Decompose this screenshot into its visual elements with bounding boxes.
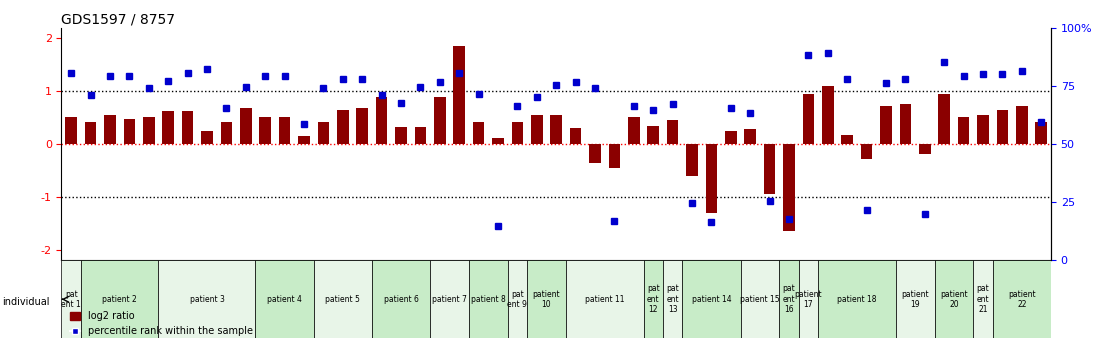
FancyBboxPatch shape bbox=[896, 260, 935, 338]
Text: patient
22: patient 22 bbox=[1008, 289, 1035, 309]
FancyBboxPatch shape bbox=[993, 260, 1051, 338]
Bar bbox=[938, 94, 950, 144]
Bar bbox=[919, 144, 930, 154]
Bar bbox=[182, 111, 193, 144]
Bar bbox=[376, 97, 388, 144]
Text: patient 15: patient 15 bbox=[740, 295, 779, 304]
Bar bbox=[589, 144, 600, 162]
Bar bbox=[492, 138, 504, 144]
FancyBboxPatch shape bbox=[372, 260, 430, 338]
FancyBboxPatch shape bbox=[974, 260, 993, 338]
Text: patient 6: patient 6 bbox=[383, 295, 418, 304]
Bar bbox=[299, 136, 310, 144]
Text: patient 5: patient 5 bbox=[325, 295, 360, 304]
Bar bbox=[104, 115, 116, 144]
Bar bbox=[977, 115, 988, 144]
Bar bbox=[473, 122, 484, 144]
Text: pat
ent 1: pat ent 1 bbox=[61, 289, 82, 309]
Bar bbox=[628, 117, 639, 144]
Bar bbox=[259, 117, 271, 144]
FancyBboxPatch shape bbox=[527, 260, 566, 338]
Bar bbox=[65, 117, 77, 144]
Bar bbox=[143, 117, 154, 144]
Bar bbox=[395, 127, 407, 144]
Bar bbox=[724, 131, 737, 144]
Bar bbox=[764, 144, 776, 194]
Text: patient 2: patient 2 bbox=[103, 295, 138, 304]
FancyBboxPatch shape bbox=[61, 260, 80, 338]
Bar bbox=[201, 131, 212, 144]
Bar bbox=[337, 110, 349, 144]
Text: patient 11: patient 11 bbox=[585, 295, 625, 304]
FancyBboxPatch shape bbox=[740, 260, 779, 338]
Text: individual: individual bbox=[2, 297, 49, 307]
Bar bbox=[531, 115, 542, 144]
Bar bbox=[570, 128, 581, 144]
Bar bbox=[647, 126, 659, 144]
Bar bbox=[958, 117, 969, 144]
Bar bbox=[705, 144, 718, 213]
Bar bbox=[162, 111, 174, 144]
Text: pat
ent 9: pat ent 9 bbox=[508, 289, 528, 309]
Text: pat
ent
21: pat ent 21 bbox=[977, 284, 989, 314]
Bar bbox=[85, 122, 96, 144]
Bar bbox=[220, 122, 233, 144]
Bar bbox=[900, 104, 911, 144]
Bar bbox=[822, 86, 834, 144]
FancyBboxPatch shape bbox=[779, 260, 798, 338]
Bar bbox=[278, 117, 291, 144]
Bar bbox=[240, 108, 252, 144]
FancyBboxPatch shape bbox=[798, 260, 818, 338]
Bar bbox=[861, 144, 872, 159]
Text: patient
20: patient 20 bbox=[940, 289, 968, 309]
Text: patient
17: patient 17 bbox=[795, 289, 822, 309]
Bar bbox=[880, 106, 892, 144]
Text: patient 4: patient 4 bbox=[267, 295, 302, 304]
Text: pat
ent
13: pat ent 13 bbox=[666, 284, 679, 314]
Text: patient
10: patient 10 bbox=[532, 289, 560, 309]
Bar bbox=[608, 144, 620, 168]
Text: GDS1597 / 8757: GDS1597 / 8757 bbox=[61, 12, 176, 27]
FancyBboxPatch shape bbox=[159, 260, 256, 338]
Bar bbox=[1035, 122, 1048, 144]
FancyBboxPatch shape bbox=[508, 260, 527, 338]
Bar bbox=[666, 120, 679, 144]
FancyBboxPatch shape bbox=[468, 260, 508, 338]
Text: patient 14: patient 14 bbox=[692, 295, 731, 304]
Bar bbox=[512, 122, 523, 144]
FancyBboxPatch shape bbox=[818, 260, 896, 338]
Bar bbox=[686, 144, 698, 176]
Bar bbox=[784, 144, 795, 231]
Text: patient 3: patient 3 bbox=[190, 295, 225, 304]
Bar bbox=[454, 46, 465, 144]
Text: patient
19: patient 19 bbox=[901, 289, 929, 309]
Bar bbox=[842, 135, 853, 144]
Text: pat
ent
16: pat ent 16 bbox=[783, 284, 795, 314]
FancyBboxPatch shape bbox=[314, 260, 372, 338]
FancyBboxPatch shape bbox=[663, 260, 682, 338]
Bar bbox=[357, 108, 368, 144]
FancyBboxPatch shape bbox=[682, 260, 740, 338]
FancyBboxPatch shape bbox=[566, 260, 644, 338]
Text: patient 7: patient 7 bbox=[432, 295, 467, 304]
Bar bbox=[318, 122, 329, 144]
FancyBboxPatch shape bbox=[256, 260, 314, 338]
Bar bbox=[1016, 106, 1027, 144]
Bar bbox=[745, 129, 756, 144]
Text: patient 8: patient 8 bbox=[471, 295, 505, 304]
FancyBboxPatch shape bbox=[644, 260, 663, 338]
Legend: log2 ratio, percentile rank within the sample: log2 ratio, percentile rank within the s… bbox=[66, 307, 257, 340]
Text: pat
ent
12: pat ent 12 bbox=[647, 284, 660, 314]
Bar bbox=[996, 110, 1008, 144]
Bar bbox=[434, 97, 446, 144]
Text: patient 18: patient 18 bbox=[837, 295, 877, 304]
FancyBboxPatch shape bbox=[935, 260, 974, 338]
Bar bbox=[124, 119, 135, 144]
FancyBboxPatch shape bbox=[80, 260, 159, 338]
Bar bbox=[803, 94, 814, 144]
FancyBboxPatch shape bbox=[430, 260, 468, 338]
Bar bbox=[550, 115, 562, 144]
Bar bbox=[415, 127, 426, 144]
